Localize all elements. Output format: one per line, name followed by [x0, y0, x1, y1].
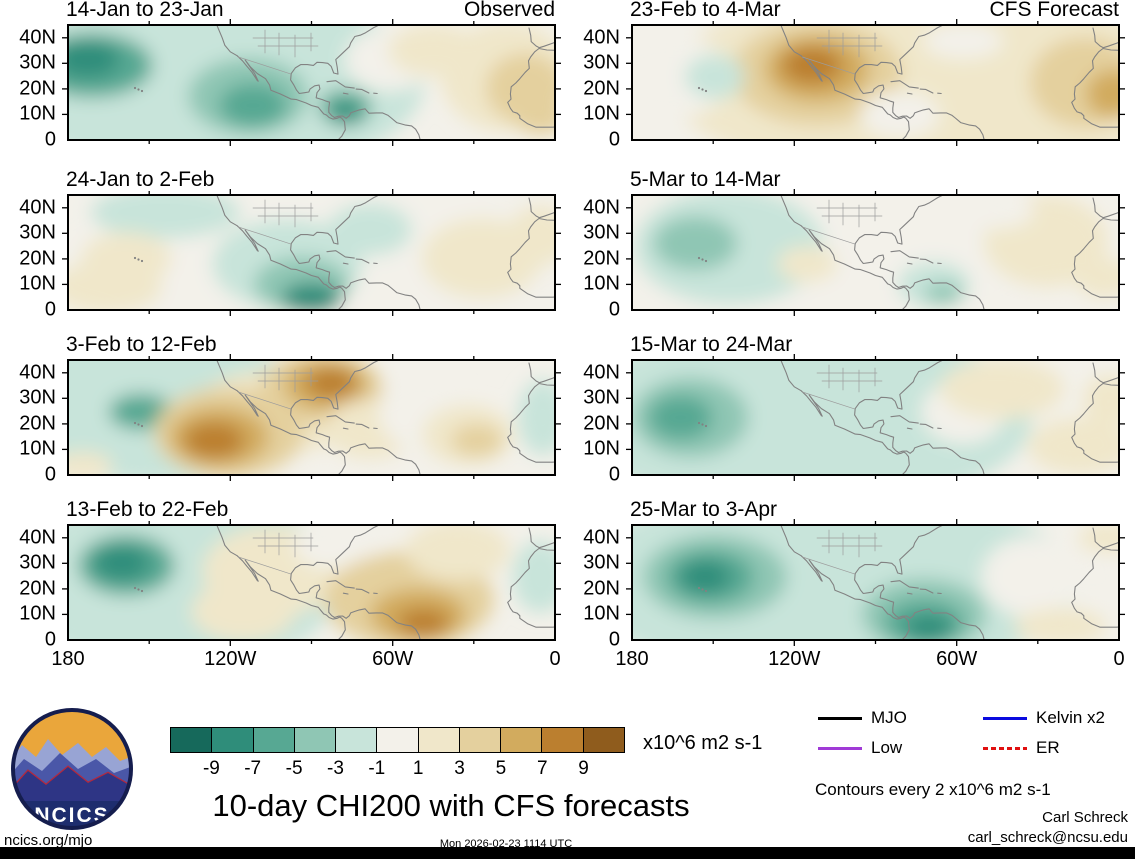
x-tick: 60W — [936, 648, 978, 670]
y-axis-labels: 40N 30N 20N 10N 0 — [583, 526, 620, 651]
x-tick: 120W — [204, 648, 257, 670]
bottom-bar — [0, 847, 1135, 859]
map-panel-8: 25-Mar to 3-Apr 40N 30N 20N 10N 0 — [583, 498, 1125, 651]
y-axis-labels: 40N 30N 20N 10N 0 — [583, 361, 620, 486]
panel-date-label: 14-Jan to 23-Jan — [66, 0, 224, 21]
mjo-line-swatch — [818, 716, 862, 720]
x-tick: 0 — [1113, 648, 1125, 670]
panel-date-label: 3-Feb to 12-Feb — [66, 333, 217, 356]
map-panel-1: 14-Jan to 23-Jan Observed 40N 30N 20N 10N 0 — [19, 0, 561, 151]
panel-date-label: 23-Feb to 4-Mar — [630, 0, 781, 21]
map-panel-2: 24-Jan to 2-Feb 40N 30N 20N 10N 0 — [19, 168, 561, 321]
x-tick: 180 — [615, 648, 649, 670]
contour-interval-note: Contours every 2 x10^6 m2 s-1 — [815, 780, 1051, 799]
logo-text: NCICS — [34, 804, 109, 827]
legend-label: Kelvin x2 — [1036, 708, 1105, 727]
map-panel-7: 15-Mar to 24-Mar 40N 30N 20N 10N 0 — [583, 333, 1125, 486]
legend-label: MJO — [871, 708, 907, 727]
chi200-anomaly-map — [626, 19, 1125, 146]
y-axis-labels: 40N 30N 20N 10N 0 — [19, 526, 56, 651]
x-tick: 120W — [768, 648, 821, 670]
map-panel-5: 23-Feb to 4-Mar CFS Forecast 40N 30N 20N 10… — [583, 0, 1125, 151]
colorbar-segments — [170, 727, 625, 753]
legend-item-kelvin: Kelvin x2 — [983, 708, 1105, 728]
chi200-anomaly-map — [62, 19, 561, 146]
credit-email: carl_schreck@ncsu.edu — [967, 829, 1128, 846]
x-tick: 180 — [51, 648, 85, 670]
chi200-anomaly-map — [62, 519, 561, 646]
column-header-observed: Observed — [463, 0, 555, 21]
chi200-anomaly-map — [626, 519, 1125, 646]
legend-item-mjo: MJO — [818, 708, 907, 728]
colorbar: -9 -7 -5 -3 -1 1 3 5 7 9 — [170, 727, 625, 779]
chi200-anomaly-map — [62, 189, 561, 316]
legend-item-low: Low — [818, 738, 902, 758]
panel-date-label: 15-Mar to 24-Mar — [630, 333, 793, 356]
site-url: ncics.org/mjo — [4, 832, 93, 849]
x-tick: 60W — [372, 648, 414, 670]
chi200-anomaly-map — [62, 354, 561, 481]
kelvin-line-swatch — [983, 716, 1027, 720]
y-axis-labels: 40N 30N 20N 10N 0 — [583, 26, 620, 151]
credit-name: Carl Schreck — [1042, 809, 1128, 826]
y-axis-labels: 40N 30N 20N 10N 0 — [19, 196, 56, 321]
column-header-forecast: CFS Forecast — [989, 0, 1119, 21]
y-axis-labels: 40N 30N 20N 10N 0 — [583, 196, 620, 321]
colorbar-units: x10^6 m2 s-1 — [643, 732, 763, 754]
legend-label: ER — [1036, 738, 1060, 757]
panel-date-label: 13-Feb to 22-Feb — [66, 498, 229, 521]
y-axis-labels: 40N 30N 20N 10N 0 — [19, 361, 56, 486]
er-line-swatch — [983, 746, 1027, 750]
panel-date-label: 24-Jan to 2-Feb — [66, 168, 215, 191]
map-panel-6: 5-Mar to 14-Mar 40N 30N 20N 10N 0 — [583, 168, 1125, 321]
ncics-logo: NCICS — [11, 708, 133, 830]
low-line-swatch — [818, 746, 862, 750]
legend-item-er: ER — [983, 738, 1060, 758]
chart-title: 10-day CHI200 with CFS forecasts — [212, 788, 690, 823]
map-panel-4: 13-Feb to 22-Feb 40N 30N 20N 10N 0 — [19, 498, 561, 651]
legend-label: Low — [871, 738, 903, 757]
panel-date-label: 5-Mar to 14-Mar — [630, 168, 781, 191]
y-axis-labels: 40N 30N 20N 10N 0 — [19, 26, 56, 151]
panel-date-label: 25-Mar to 3-Apr — [630, 498, 778, 521]
map-panel-3: 3-Feb to 12-Feb 40N 30N 20N 10N 0 — [19, 333, 561, 486]
chi200-anomaly-map — [626, 354, 1125, 481]
chi200-anomaly-map — [626, 189, 1125, 316]
logo-ring — [11, 708, 133, 830]
x-tick: 0 — [549, 648, 561, 670]
